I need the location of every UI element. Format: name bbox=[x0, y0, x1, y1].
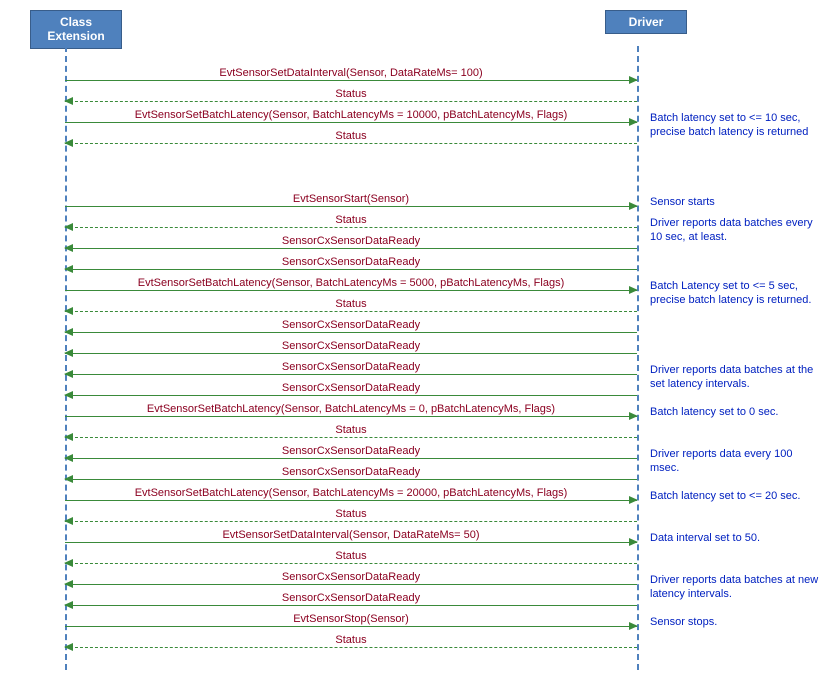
message-label: Status bbox=[65, 634, 637, 646]
annotation-note: Data interval set to 50. bbox=[650, 532, 820, 546]
annotation-note: Driver reports data batches at new laten… bbox=[650, 574, 820, 602]
arrow-line bbox=[65, 458, 637, 459]
message-arrow: Status bbox=[65, 647, 637, 665]
arrow-head-icon bbox=[64, 601, 73, 609]
arrow-line bbox=[65, 437, 637, 438]
arrow-head-icon bbox=[64, 643, 73, 651]
sequence-diagram: ClassExtension Driver EvtSensorSetDataIn… bbox=[10, 10, 827, 670]
arrow-head-icon bbox=[64, 307, 73, 315]
arrow-line bbox=[65, 227, 637, 228]
message-label: SensorCxSensorDataReady bbox=[65, 340, 637, 352]
arrow-line bbox=[65, 332, 637, 333]
arrow-line bbox=[65, 80, 637, 81]
arrow-head-icon bbox=[64, 580, 73, 588]
arrow-head-icon bbox=[64, 139, 73, 147]
annotation-note: Sensor starts bbox=[650, 196, 820, 210]
message-label: Status bbox=[65, 508, 637, 520]
arrow-line bbox=[65, 479, 637, 480]
message-label: SensorCxSensorDataReady bbox=[65, 592, 637, 604]
actor-driver: Driver bbox=[605, 10, 687, 34]
arrow-line bbox=[65, 290, 637, 291]
arrow-line bbox=[65, 311, 637, 312]
arrow-head-icon bbox=[629, 202, 638, 210]
arrow-head-icon bbox=[64, 223, 73, 231]
annotation-note: Batch latency set to 0 sec. bbox=[650, 406, 820, 420]
actor-class-extension: ClassExtension bbox=[30, 10, 122, 49]
message-label: EvtSensorSetDataInterval(Sensor, DataRat… bbox=[65, 67, 637, 79]
annotation-note: Driver reports data batches every 10 sec… bbox=[650, 217, 820, 245]
message-label: EvtSensorSetBatchLatency(Sensor, BatchLa… bbox=[65, 487, 637, 499]
arrow-head-icon bbox=[64, 97, 73, 105]
message-label: EvtSensorStart(Sensor) bbox=[65, 193, 637, 205]
arrow-head-icon bbox=[64, 265, 73, 273]
annotation-note: Driver reports data every 100 msec. bbox=[650, 448, 820, 476]
arrow-line bbox=[65, 353, 637, 354]
message-label: Status bbox=[65, 130, 637, 142]
arrow-line bbox=[65, 521, 637, 522]
arrow-line bbox=[65, 626, 637, 627]
arrow-head-icon bbox=[64, 475, 73, 483]
arrow-line bbox=[65, 122, 637, 123]
arrow-line bbox=[65, 269, 637, 270]
arrow-line bbox=[65, 101, 637, 102]
arrow-head-icon bbox=[64, 244, 73, 252]
annotation-note: Batch Latency set to <= 5 sec, precise b… bbox=[650, 280, 820, 308]
arrow-head-icon bbox=[629, 538, 638, 546]
arrow-line bbox=[65, 584, 637, 585]
message-label: SensorCxSensorDataReady bbox=[65, 445, 637, 457]
message-label: SensorCxSensorDataReady bbox=[65, 235, 637, 247]
message-label: Status bbox=[65, 424, 637, 436]
arrow-head-icon bbox=[629, 118, 638, 126]
arrow-head-icon bbox=[629, 622, 638, 630]
message-label: EvtSensorSetDataInterval(Sensor, DataRat… bbox=[65, 529, 637, 541]
arrow-line bbox=[65, 647, 637, 648]
arrow-line bbox=[65, 374, 637, 375]
message-label: EvtSensorStop(Sensor) bbox=[65, 613, 637, 625]
message-label: SensorCxSensorDataReady bbox=[65, 571, 637, 583]
arrow-line bbox=[65, 206, 637, 207]
message-label: EvtSensorSetBatchLatency(Sensor, BatchLa… bbox=[65, 403, 637, 415]
arrow-head-icon bbox=[64, 391, 73, 399]
message-label: Status bbox=[65, 298, 637, 310]
arrow-head-icon bbox=[629, 496, 638, 504]
arrow-head-icon bbox=[64, 454, 73, 462]
message-label: SensorCxSensorDataReady bbox=[65, 319, 637, 331]
arrow-line bbox=[65, 248, 637, 249]
lifeline-driver bbox=[637, 46, 639, 670]
arrow-line bbox=[65, 542, 637, 543]
message-label: Status bbox=[65, 550, 637, 562]
arrow-head-icon bbox=[64, 370, 73, 378]
arrow-head-icon bbox=[64, 349, 73, 357]
arrow-head-icon bbox=[629, 76, 638, 84]
arrow-head-icon bbox=[64, 433, 73, 441]
arrow-line bbox=[65, 500, 637, 501]
annotation-note: Batch latency set to <= 20 sec. bbox=[650, 490, 820, 504]
message-label: Status bbox=[65, 214, 637, 226]
message-label: SensorCxSensorDataReady bbox=[65, 466, 637, 478]
message-label: SensorCxSensorDataReady bbox=[65, 361, 637, 373]
annotation-note: Batch latency set to <= 10 sec, precise … bbox=[650, 112, 820, 140]
message-label: SensorCxSensorDataReady bbox=[65, 382, 637, 394]
message-label: Status bbox=[65, 88, 637, 100]
arrow-head-icon bbox=[64, 559, 73, 567]
arrow-line bbox=[65, 143, 637, 144]
arrow-head-icon bbox=[629, 412, 638, 420]
arrow-line bbox=[65, 563, 637, 564]
arrow-line bbox=[65, 395, 637, 396]
message-label: SensorCxSensorDataReady bbox=[65, 256, 637, 268]
message-arrow: Status bbox=[65, 143, 637, 161]
arrow-head-icon bbox=[64, 328, 73, 336]
message-label: EvtSensorSetBatchLatency(Sensor, BatchLa… bbox=[65, 109, 637, 121]
arrow-line bbox=[65, 605, 637, 606]
annotation-note: Sensor stops. bbox=[650, 616, 820, 630]
annotation-note: Driver reports data batches at the set l… bbox=[650, 364, 820, 392]
arrow-line bbox=[65, 416, 637, 417]
message-label: EvtSensorSetBatchLatency(Sensor, BatchLa… bbox=[65, 277, 637, 289]
arrow-head-icon bbox=[629, 286, 638, 294]
arrow-head-icon bbox=[64, 517, 73, 525]
